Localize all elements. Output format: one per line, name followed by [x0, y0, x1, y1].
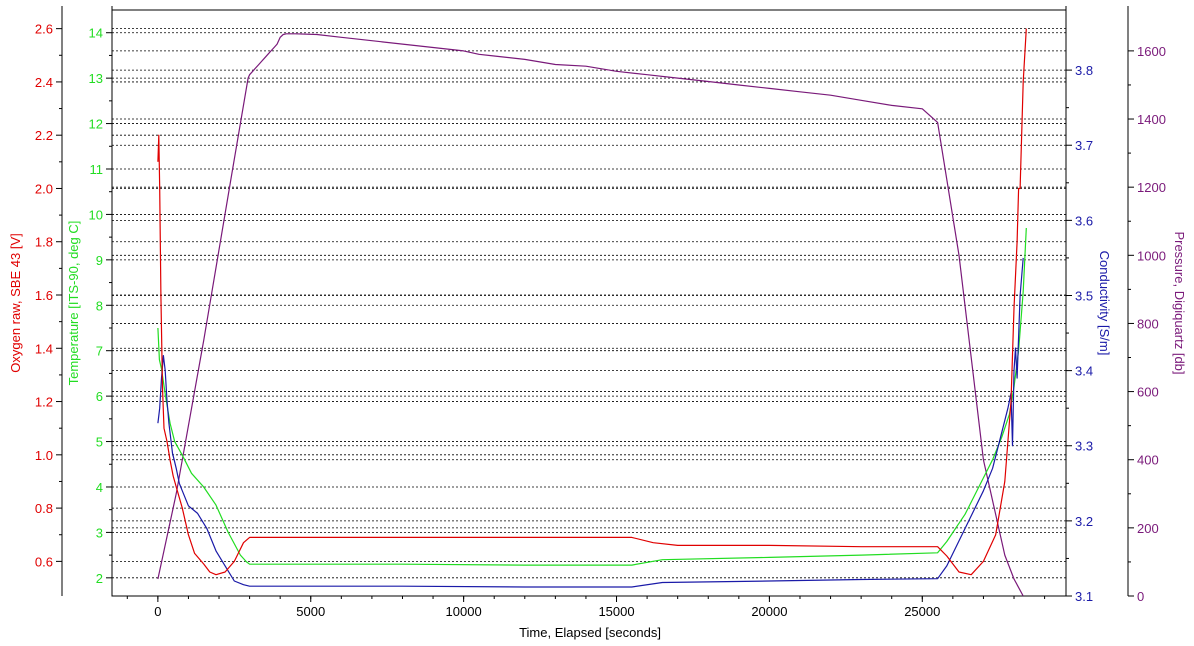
y-tick-label: 0: [1137, 589, 1144, 604]
y-tick-label: 200: [1137, 521, 1159, 536]
x-tick-label: 25000: [904, 604, 940, 619]
y-tick-label: 2.6: [35, 22, 53, 37]
y-tick-label: 14: [89, 26, 103, 41]
series-line-pres: [157, 33, 1024, 597]
y-tick-label: 800: [1137, 316, 1159, 331]
y-tick-label: 1200: [1137, 180, 1166, 195]
x-tick-label: 0: [154, 604, 161, 619]
y-tick-label: 3.8: [1075, 63, 1093, 78]
y-tick-label: 0.8: [35, 501, 53, 516]
y-tick-label: 12: [89, 117, 103, 132]
y-tick-label: 2.2: [35, 128, 53, 143]
series-line-oxygen: [157, 28, 1027, 576]
y-tick-label: 1.8: [35, 235, 53, 250]
y-tick-label: 4: [96, 480, 103, 495]
x-axis-label: Time, Elapsed [seconds]: [519, 625, 661, 640]
y-axis-label: Oxygen raw, SBE 43 [V]: [8, 233, 23, 372]
y-tick-label: 10: [89, 207, 103, 222]
y-tick-label: 1.0: [35, 448, 53, 463]
y-tick-label: 2: [96, 571, 103, 586]
y-tick-label: 1.2: [35, 395, 53, 410]
y-tick-label: 8: [96, 298, 103, 313]
y-tick-label: 400: [1137, 453, 1159, 468]
x-tick-label: 20000: [751, 604, 787, 619]
y-tick-label: 7: [96, 344, 103, 359]
y-tick-label: 1.6: [35, 288, 53, 303]
y-tick-label: 1600: [1137, 44, 1166, 59]
y-tick-label: 3.5: [1075, 288, 1093, 303]
y-tick-label: 3.1: [1075, 589, 1093, 604]
grid-lines: [112, 28, 1066, 579]
y-axis-label: Pressure, Digiquartz [db]: [1172, 231, 1187, 374]
y-tick-label: 1.4: [35, 341, 53, 356]
y-tick-label: 13: [89, 71, 103, 86]
y-tick-label: 3.7: [1075, 138, 1093, 153]
data-series: [157, 28, 1027, 597]
y-tick-label: 3.3: [1075, 439, 1093, 454]
series-line-temp: [157, 227, 1027, 566]
y-tick-label: 1000: [1137, 248, 1166, 263]
y-tick-label: 2.0: [35, 181, 53, 196]
y-tick-label: 11: [90, 162, 104, 177]
y-tick-label: 5: [96, 435, 103, 450]
axes: 0 5000 10000 15000 20000 250000.60.81.01.21.4…: [8, 6, 1187, 619]
x-tick-label: 10000: [446, 604, 482, 619]
y-tick-label: 3: [96, 525, 103, 540]
y-tick-label: 6: [96, 389, 103, 404]
y-tick-label: 3.6: [1075, 213, 1093, 228]
x-tick-label: 15000: [598, 604, 634, 619]
series-line-cond: [157, 257, 1024, 588]
y-tick-label: 600: [1137, 385, 1159, 400]
x-tick-label: 5000: [296, 604, 325, 619]
y-tick-label: 1400: [1137, 112, 1166, 127]
y-tick-label: 9: [96, 253, 103, 268]
y-tick-label: 0.6: [35, 554, 53, 569]
y-tick-label: 3.4: [1075, 364, 1093, 379]
y-tick-label: 2.4: [35, 75, 53, 90]
y-tick-label: 3.2: [1075, 514, 1093, 529]
y-axis-label: Temperature [ITS-90, deg C]: [66, 221, 81, 386]
y-axis-label: Conductivity [S/m]: [1097, 251, 1112, 356]
